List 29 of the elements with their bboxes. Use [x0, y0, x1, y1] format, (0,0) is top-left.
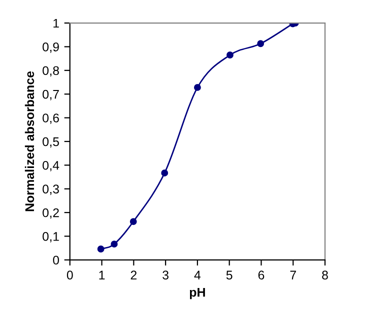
- point: [110, 240, 118, 248]
- y-tick-label: 0,2: [42, 208, 59, 219]
- point: [257, 40, 264, 48]
- y-tick-label: 0,4: [42, 160, 60, 172]
- point: [194, 84, 201, 91]
- y-tick-label: 0,8: [42, 66, 59, 77]
- x-tick-label: 2: [130, 270, 137, 280]
- y-tick-label: 1: [53, 18, 59, 28]
- y-tick-label: 0,7: [42, 90, 59, 100]
- x-tick-label: 0: [66, 270, 73, 280]
- x-tick-label: 8: [322, 270, 328, 280]
- x-tick-label: 4: [194, 270, 201, 280]
- point: [97, 246, 104, 252]
- x-axis-title: pH: [190, 288, 205, 300]
- y-tick-label: 0,9: [42, 42, 59, 53]
- x-tick-label: 3: [162, 270, 168, 280]
- point: [130, 218, 137, 226]
- y-tick-label: 0,1: [42, 232, 59, 242]
- y-axis-title: Normalized absorbance: [24, 71, 34, 212]
- y-tick-label: 0,3: [42, 184, 59, 195]
- x-tick-label: 5: [226, 270, 232, 280]
- y-tick-label: 0: [53, 256, 59, 265]
- x-tick-label: 6: [258, 270, 264, 280]
- y-tick-label: 0,6: [42, 114, 59, 124]
- point: [161, 170, 168, 176]
- y-tick-label: 0,5: [42, 137, 59, 148]
- x-tick-label: 7: [290, 270, 296, 280]
- point: [226, 52, 234, 58]
- x-tick-label: 1: [99, 270, 105, 280]
